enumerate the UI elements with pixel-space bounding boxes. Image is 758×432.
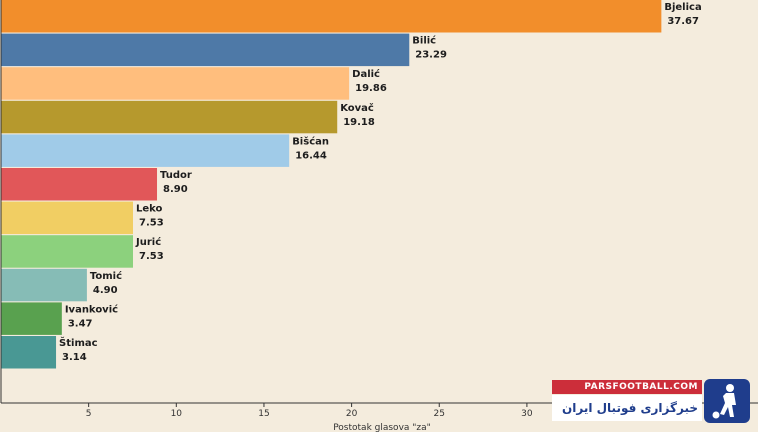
bar-9 — [1, 302, 62, 335]
bar-5 — [1, 168, 158, 201]
bar-value-label: 23.29 — [415, 50, 447, 61]
bar-10 — [1, 336, 57, 369]
x-tick-label: 15 — [258, 409, 269, 419]
bar-name-label: Jurić — [135, 236, 161, 248]
watermark-site-name: PARSFOOTBALL.COM — [552, 380, 702, 394]
bar-value-label: 16.44 — [295, 150, 327, 161]
bar-name-label: Tomić — [90, 270, 122, 282]
bar-2 — [1, 67, 350, 100]
bar-value-label: 8.90 — [163, 184, 188, 195]
bar-value-label: 3.47 — [68, 318, 93, 329]
x-tick-label: 30 — [521, 409, 533, 419]
bar-name-label: Bilić — [412, 35, 436, 47]
bar-value-label: 19.86 — [355, 83, 387, 94]
bar-6 — [1, 201, 134, 235]
bar-name-label: Ivanković — [65, 303, 118, 315]
bar-8 — [1, 268, 87, 302]
bar-7 — [1, 235, 134, 268]
bar-value-label: 4.90 — [93, 285, 118, 296]
bar-name-label: Kovač — [340, 102, 374, 114]
bar-4 — [1, 134, 290, 167]
x-tick-label: 25 — [434, 409, 445, 419]
x-tick-label: 20 — [346, 409, 358, 419]
watermark-tagline: خبرگزاری فوتبال ایران — [552, 395, 702, 421]
bar-value-label: 7.53 — [139, 251, 164, 262]
bar-value-label: 7.53 — [139, 218, 164, 229]
footballer-logo-icon — [704, 379, 750, 423]
bar-name-label: Tudor — [160, 170, 192, 181]
bar-3 — [1, 100, 338, 134]
bar-0 — [1, 0, 662, 33]
bar-name-label: Bjelica — [664, 2, 701, 13]
bar-value-label: 3.14 — [62, 352, 87, 363]
bar-name-label: Leko — [136, 204, 163, 215]
bar-value-label: 19.18 — [343, 117, 375, 128]
bar-1 — [1, 33, 410, 67]
bar-name-label: Dalić — [352, 68, 380, 80]
x-tick-label: 10 — [171, 409, 183, 419]
x-axis-title: Postotak glasova "za" — [333, 423, 431, 432]
bar-name-label: Bišćan — [292, 135, 329, 147]
x-tick-label: 5 — [86, 409, 92, 419]
bar-name-label: Štimac — [59, 336, 98, 349]
watermark-logo: PARSFOOTBALL.COM خبرگزاری فوتبال ایران — [552, 377, 752, 427]
bar-value-label: 37.67 — [667, 16, 699, 27]
